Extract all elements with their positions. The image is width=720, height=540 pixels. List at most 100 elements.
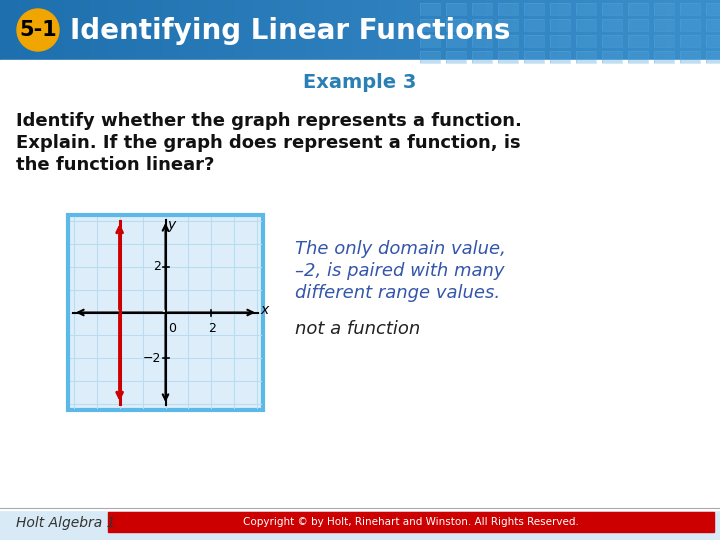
Bar bbox=[243, 0, 253, 60]
Bar bbox=[576, 19, 596, 31]
Bar bbox=[628, 19, 648, 31]
Bar bbox=[524, 19, 544, 31]
Bar bbox=[153, 0, 163, 60]
Bar bbox=[524, 3, 544, 15]
Bar bbox=[680, 19, 700, 31]
Bar bbox=[628, 19, 648, 31]
Bar bbox=[680, 51, 700, 63]
Bar bbox=[36, 0, 46, 60]
Bar bbox=[420, 51, 440, 63]
Bar bbox=[18, 0, 28, 60]
Bar bbox=[234, 0, 244, 60]
Bar bbox=[405, 0, 415, 60]
Bar bbox=[216, 0, 226, 60]
Bar bbox=[702, 0, 712, 60]
Bar bbox=[558, 0, 568, 60]
Bar bbox=[420, 51, 440, 63]
Bar bbox=[472, 3, 492, 15]
Bar bbox=[654, 3, 674, 15]
Bar bbox=[654, 35, 674, 47]
Bar bbox=[108, 512, 714, 532]
Bar bbox=[396, 0, 406, 60]
Bar bbox=[477, 0, 487, 60]
Bar bbox=[524, 51, 544, 63]
Bar bbox=[522, 0, 532, 60]
Bar bbox=[693, 0, 703, 60]
Bar bbox=[27, 0, 37, 60]
Bar bbox=[654, 51, 674, 63]
Text: the function linear?: the function linear? bbox=[16, 156, 215, 174]
Bar bbox=[450, 0, 460, 60]
Bar bbox=[189, 0, 199, 60]
Bar bbox=[171, 0, 181, 60]
Bar bbox=[680, 35, 700, 47]
Text: y: y bbox=[168, 218, 176, 232]
Bar bbox=[602, 3, 622, 15]
Bar bbox=[459, 0, 469, 60]
Bar bbox=[420, 3, 440, 15]
Bar bbox=[576, 3, 596, 15]
Bar bbox=[99, 0, 109, 60]
Bar bbox=[486, 0, 496, 60]
Bar bbox=[446, 51, 466, 63]
Bar bbox=[446, 3, 466, 15]
Bar bbox=[498, 51, 518, 63]
Bar bbox=[524, 35, 544, 47]
Bar bbox=[639, 0, 649, 60]
Bar bbox=[498, 19, 518, 31]
Bar bbox=[360, 0, 370, 60]
Bar bbox=[9, 0, 19, 60]
Bar bbox=[706, 3, 720, 15]
Text: Identifying Linear Functions: Identifying Linear Functions bbox=[70, 17, 510, 45]
Bar bbox=[498, 3, 518, 15]
Text: –2, is paired with many: –2, is paired with many bbox=[295, 262, 505, 280]
Bar bbox=[261, 0, 271, 60]
Bar bbox=[420, 19, 440, 31]
Bar bbox=[252, 0, 262, 60]
Bar bbox=[441, 0, 451, 60]
Bar bbox=[594, 0, 604, 60]
Bar bbox=[498, 51, 518, 63]
Bar bbox=[531, 0, 541, 60]
Bar bbox=[420, 35, 440, 47]
Bar bbox=[369, 0, 379, 60]
Bar bbox=[602, 51, 622, 63]
Bar bbox=[602, 19, 622, 31]
Bar bbox=[711, 0, 720, 60]
Bar bbox=[550, 3, 570, 15]
Text: x: x bbox=[260, 303, 269, 318]
Bar bbox=[628, 51, 648, 63]
Bar bbox=[342, 0, 352, 60]
Bar bbox=[225, 0, 235, 60]
Bar bbox=[654, 35, 674, 47]
Bar bbox=[706, 51, 720, 63]
Bar bbox=[472, 35, 492, 47]
Bar bbox=[628, 3, 648, 15]
Bar bbox=[567, 0, 577, 60]
Bar bbox=[628, 35, 648, 47]
Bar bbox=[324, 0, 334, 60]
Bar bbox=[675, 0, 685, 60]
Bar bbox=[680, 3, 700, 15]
Text: −2: −2 bbox=[143, 352, 161, 365]
Text: 2: 2 bbox=[209, 322, 216, 335]
Bar bbox=[63, 0, 73, 60]
Bar bbox=[540, 0, 550, 60]
Bar bbox=[549, 0, 559, 60]
Bar bbox=[684, 0, 694, 60]
Bar bbox=[628, 35, 648, 47]
Bar bbox=[446, 35, 466, 47]
Bar bbox=[576, 0, 586, 60]
Bar bbox=[72, 0, 82, 60]
Bar bbox=[628, 51, 648, 63]
Bar bbox=[706, 35, 720, 47]
Bar bbox=[207, 0, 217, 60]
Bar bbox=[315, 0, 325, 60]
Bar bbox=[576, 51, 596, 63]
Bar bbox=[680, 51, 700, 63]
Bar bbox=[648, 0, 658, 60]
Bar bbox=[576, 19, 596, 31]
Bar bbox=[414, 0, 424, 60]
Bar bbox=[498, 35, 518, 47]
Bar bbox=[602, 35, 622, 47]
